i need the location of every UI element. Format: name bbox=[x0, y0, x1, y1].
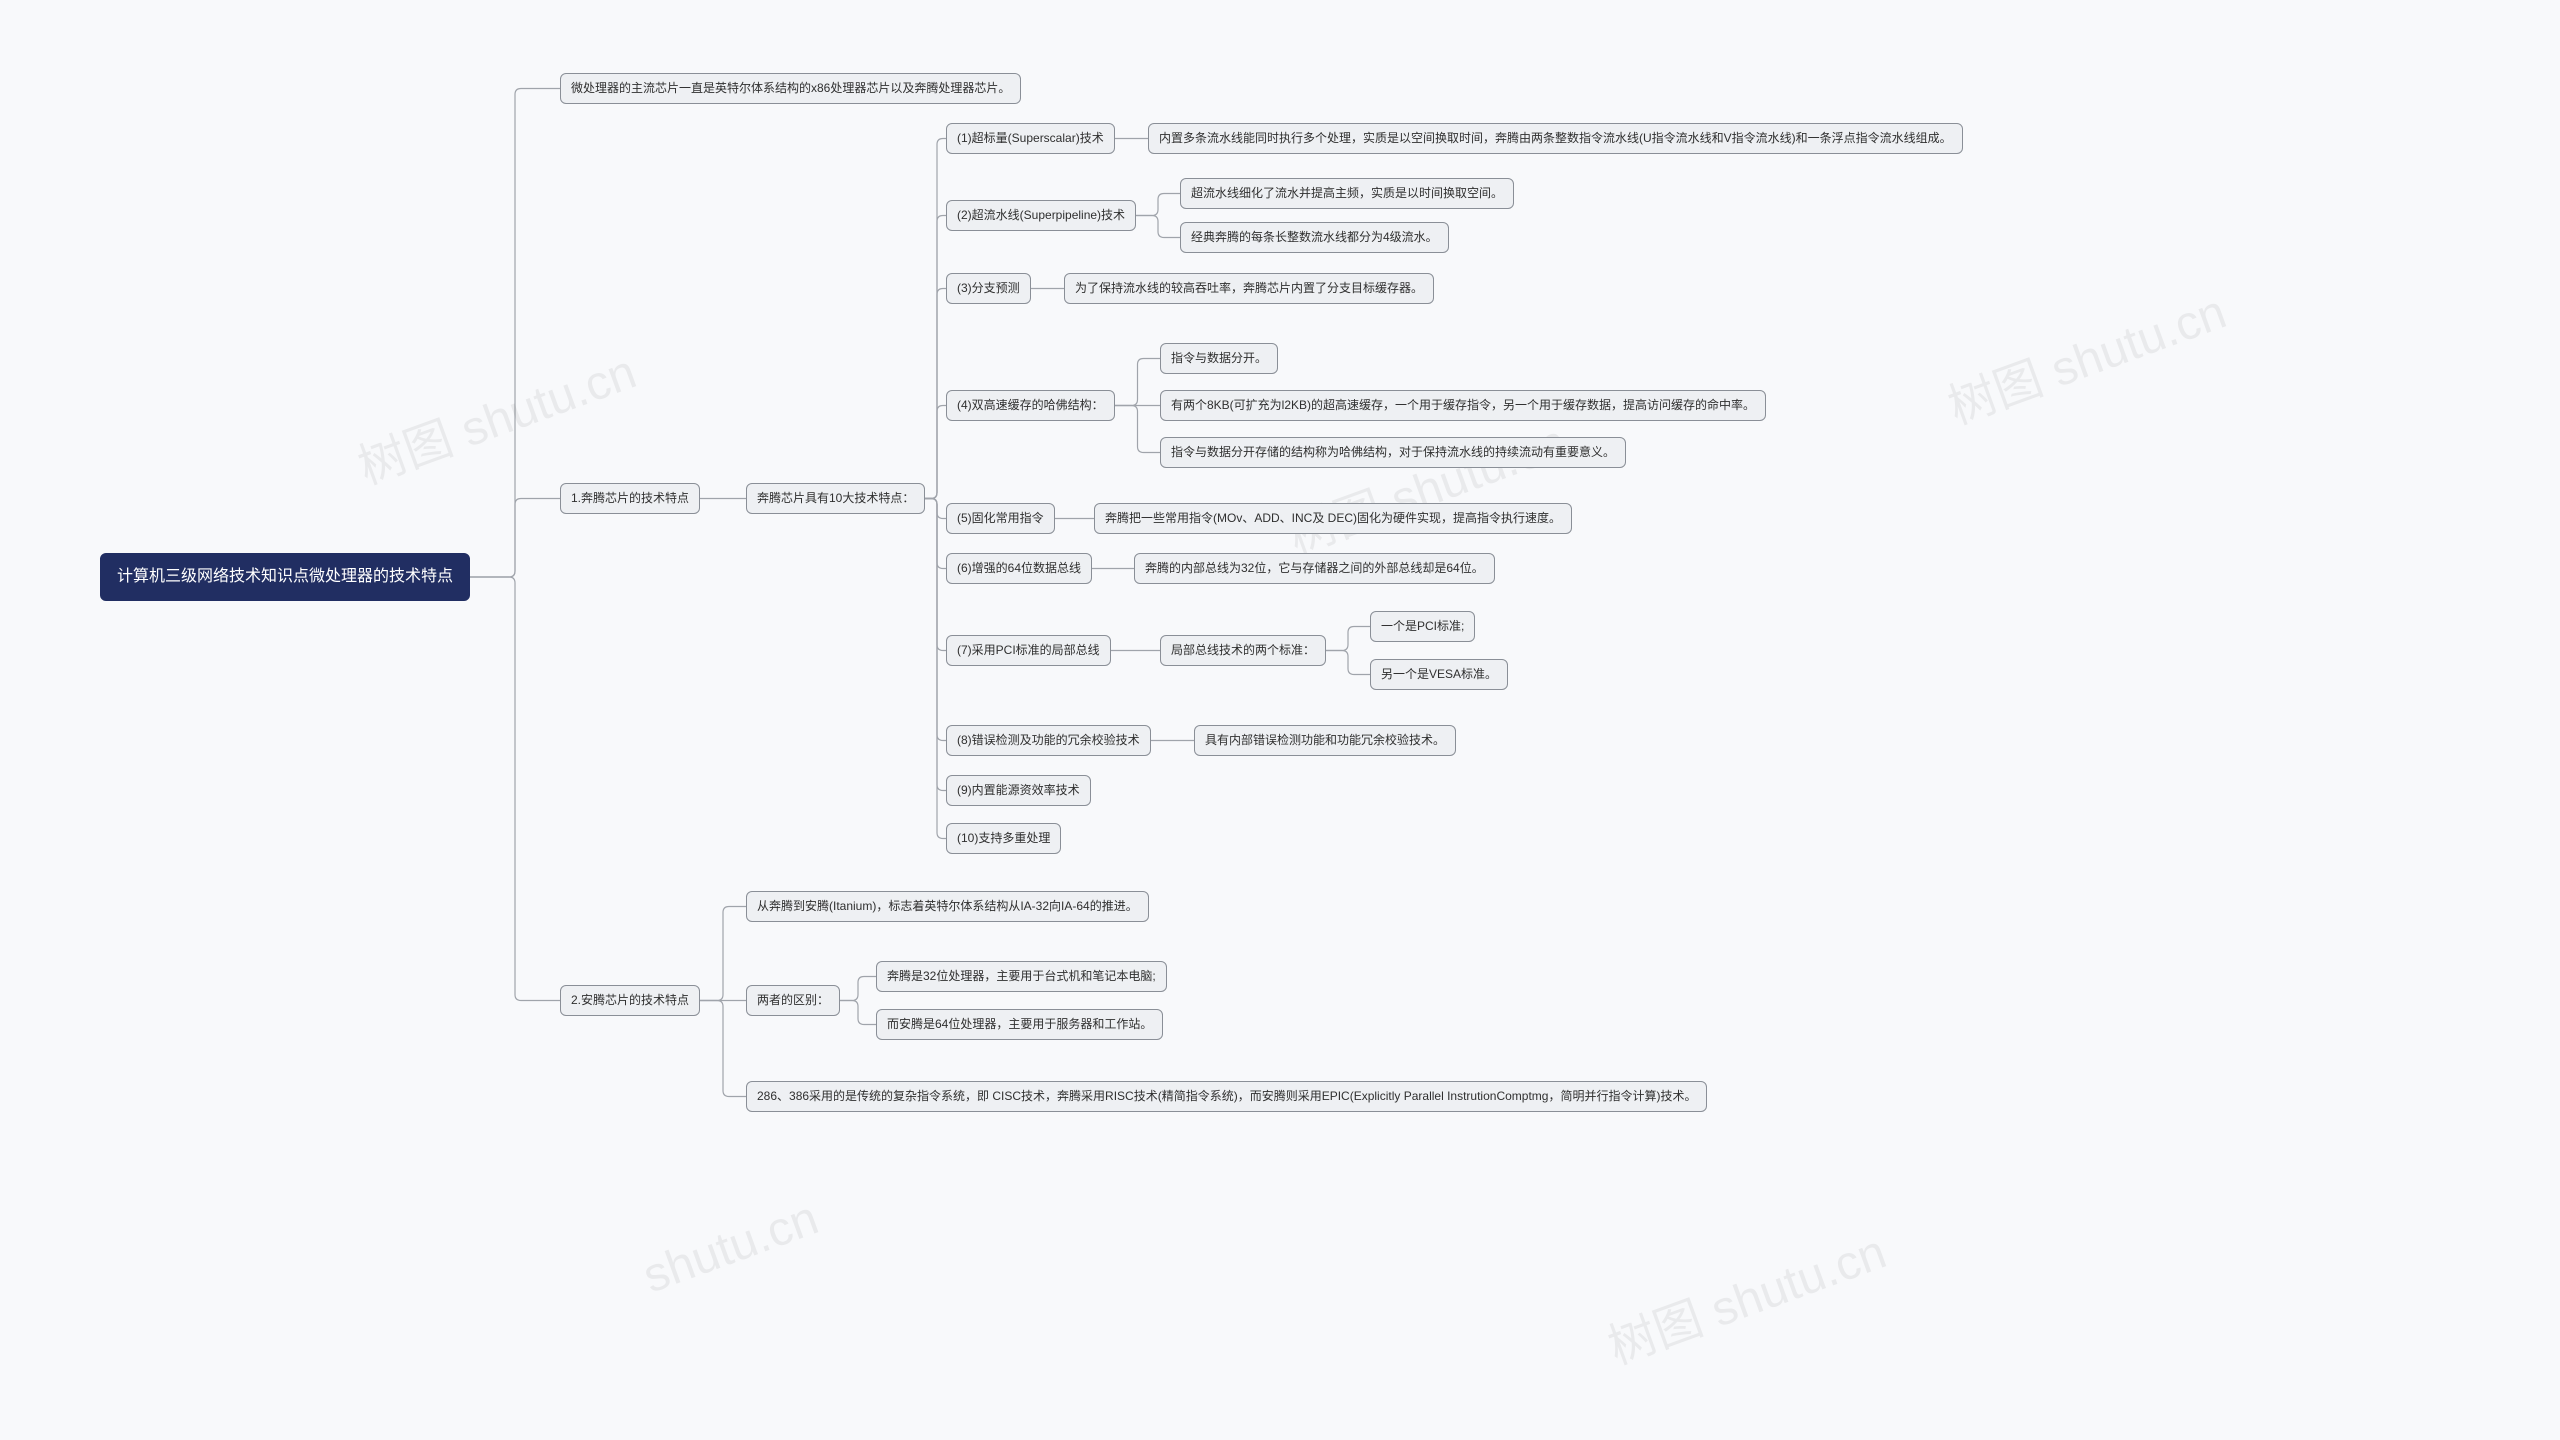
link-path bbox=[1326, 627, 1370, 651]
mindmap-node[interactable]: 为了保持流水线的较高吞吐率，奔腾芯片内置了分支目标缓存器。 bbox=[1064, 273, 1434, 304]
mindmap-node[interactable]: 286、386采用的是传统的复杂指令系统，即 CISC技术，奔腾采用RISC技术… bbox=[746, 1081, 1707, 1112]
watermark: shutu.cn bbox=[636, 1191, 825, 1305]
link-path bbox=[1136, 216, 1180, 238]
mindmap-node[interactable]: 从奔腾到安腾(Itanium)，标志着英特尔体系结构从IA-32向IA-64的推… bbox=[746, 891, 1149, 922]
mindmap-node[interactable]: 2.安腾芯片的技术特点 bbox=[560, 985, 700, 1016]
link-path bbox=[1136, 194, 1180, 216]
mindmap-node[interactable]: (9)内置能源资效率技术 bbox=[946, 775, 1091, 806]
watermark: 树图 shutu.cn bbox=[1597, 1212, 1894, 1377]
root-node[interactable]: 计算机三级网络技术知识点微处理器的技术特点 bbox=[100, 553, 470, 601]
watermark: 树图 shutu.cn bbox=[1277, 402, 1574, 567]
link-path bbox=[700, 907, 746, 1001]
link-path bbox=[925, 216, 946, 499]
link-path bbox=[925, 499, 946, 791]
mindmap-node[interactable]: (5)固化常用指令 bbox=[946, 503, 1055, 534]
link-path bbox=[470, 577, 560, 1001]
link-path bbox=[840, 977, 876, 1001]
mindmap-node[interactable]: 微处理器的主流芯片一直是英特尔体系结构的x86处理器芯片以及奔腾处理器芯片。 bbox=[560, 73, 1021, 104]
mindmap-canvas: 树图 shutu.cn 树图 shutu.cn 树图 shutu.cn shutu.c… bbox=[0, 0, 2560, 1440]
mindmap-node[interactable]: 指令与数据分开。 bbox=[1160, 343, 1278, 374]
mindmap-node[interactable]: 奔腾的内部总线为32位，它与存储器之间的外部总线却是64位。 bbox=[1134, 553, 1495, 584]
mindmap-node[interactable]: 一个是PCI标准; bbox=[1370, 611, 1475, 642]
link-path bbox=[1115, 359, 1160, 406]
mindmap-node[interactable]: (4)双高速缓存的哈佛结构： bbox=[946, 390, 1115, 421]
mindmap-node[interactable]: (3)分支预测 bbox=[946, 273, 1031, 304]
watermark: 树图 shutu.cn bbox=[347, 332, 644, 497]
link-path bbox=[925, 499, 946, 569]
watermark: 树图 shutu.cn bbox=[1937, 272, 2234, 437]
link-path bbox=[925, 499, 946, 839]
mindmap-node[interactable]: 超流水线细化了流水并提高主频，实质是以时间换取空间。 bbox=[1180, 178, 1514, 209]
mindmap-node[interactable]: 另一个是VESA标准。 bbox=[1370, 659, 1508, 690]
mindmap-node[interactable]: (1)超标量(Superscalar)技术 bbox=[946, 123, 1115, 154]
link-path bbox=[700, 1001, 746, 1097]
mindmap-node[interactable]: (8)错误检测及功能的冗余校验技术 bbox=[946, 725, 1151, 756]
link-path bbox=[925, 499, 946, 519]
mindmap-node[interactable]: (7)采用PCI标准的局部总线 bbox=[946, 635, 1111, 666]
link-path bbox=[470, 499, 560, 578]
mindmap-node[interactable]: 内置多条流水线能同时执行多个处理，实质是以空间换取时间，奔腾由两条整数指令流水线… bbox=[1148, 123, 1963, 154]
link-path bbox=[925, 499, 946, 651]
mindmap-node[interactable]: (6)增强的64位数据总线 bbox=[946, 553, 1092, 584]
mindmap-node[interactable]: 指令与数据分开存储的结构称为哈佛结构，对于保持流水线的持续流动有重要意义。 bbox=[1160, 437, 1626, 468]
link-path bbox=[925, 289, 946, 499]
link-path bbox=[925, 499, 946, 741]
links-layer bbox=[0, 0, 2560, 1440]
mindmap-node[interactable]: 奔腾芯片具有10大技术特点： bbox=[746, 483, 925, 514]
mindmap-node[interactable]: (2)超流水线(Superpipeline)技术 bbox=[946, 200, 1136, 231]
link-path bbox=[925, 139, 946, 499]
link-path bbox=[840, 1001, 876, 1025]
mindmap-node[interactable]: 1.奔腾芯片的技术特点 bbox=[560, 483, 700, 514]
mindmap-node[interactable]: 奔腾把一些常用指令(MOv、ADD、INC及 DEC)固化为硬件实现，提高指令执… bbox=[1094, 503, 1572, 534]
mindmap-node[interactable]: 局部总线技术的两个标准： bbox=[1160, 635, 1326, 666]
link-path bbox=[470, 89, 560, 578]
mindmap-node[interactable]: 奔腾是32位处理器，主要用于台式机和笔记本电脑; bbox=[876, 961, 1167, 992]
link-path bbox=[1115, 406, 1160, 453]
mindmap-node[interactable]: 经典奔腾的每条长整数流水线都分为4级流水。 bbox=[1180, 222, 1449, 253]
mindmap-node[interactable]: (10)支持多重处理 bbox=[946, 823, 1061, 854]
mindmap-node[interactable]: 有两个8KB(可扩充为l2KB)的超高速缓存，一个用于缓存指令，另一个用于缓存数… bbox=[1160, 390, 1766, 421]
mindmap-node[interactable]: 两者的区别： bbox=[746, 985, 840, 1016]
link-path bbox=[925, 406, 946, 499]
link-path bbox=[1326, 651, 1370, 675]
mindmap-node[interactable]: 而安腾是64位处理器，主要用于服务器和工作站。 bbox=[876, 1009, 1163, 1040]
mindmap-node[interactable]: 具有内部错误检测功能和功能冗余校验技术。 bbox=[1194, 725, 1456, 756]
